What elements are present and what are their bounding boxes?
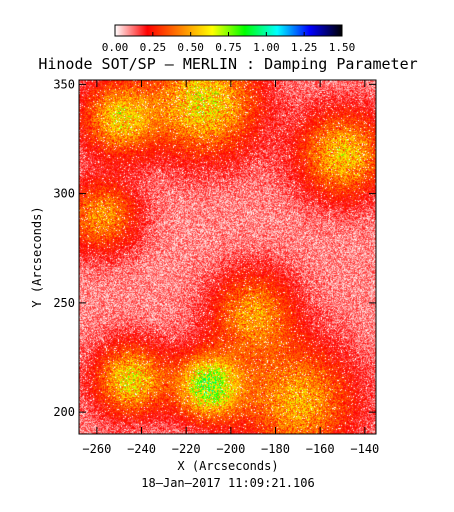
x-tick-label: −260 (82, 442, 111, 456)
heatmap-image (79, 80, 376, 434)
colorbar-tick-label: 1.50 (329, 41, 356, 54)
x-tick-label: −200 (216, 442, 245, 456)
y-tick-label: 250 (53, 296, 75, 310)
x-tick-label: −240 (127, 442, 156, 456)
plot-frame (78, 79, 377, 435)
colorbar-tick-label: 0.25 (140, 41, 167, 54)
y-axis-label: Y (Arcseconds) (30, 206, 44, 307)
x-axis-label: X (Arcseconds) (177, 459, 278, 473)
y-tick-label: 200 (53, 405, 75, 419)
colorbar-tick-label: 0.75 (215, 41, 242, 54)
y-tick-label: 300 (53, 187, 75, 201)
x-tick-label: −180 (261, 442, 290, 456)
y-axis: 200 250 300 350 (53, 77, 376, 419)
colorbar-tick-label: 0.50 (177, 41, 204, 54)
colorbar-tick-label: 0.00 (102, 41, 129, 54)
y-tick-label: 350 (53, 77, 75, 91)
x-tick-label: −140 (350, 442, 379, 456)
x-tick-label: −220 (172, 442, 201, 456)
plot-area (79, 80, 376, 434)
colorbar-tick-label: 1.25 (291, 41, 318, 54)
timestamp: 18–Jan–2017 11:09:21.106 (141, 476, 314, 490)
colorbar-tick-label: 1.00 (253, 41, 280, 54)
colorbar-ticks: 0.00 0.25 0.50 0.75 1.00 1.25 1.50 (102, 32, 356, 54)
chart-title: Hinode SOT/SP – MERLIN : Damping Paramet… (38, 55, 417, 73)
x-tick-label: −160 (306, 442, 335, 456)
x-axis: −260 −240 −220 −200 −180 −160 −140 (82, 80, 379, 456)
